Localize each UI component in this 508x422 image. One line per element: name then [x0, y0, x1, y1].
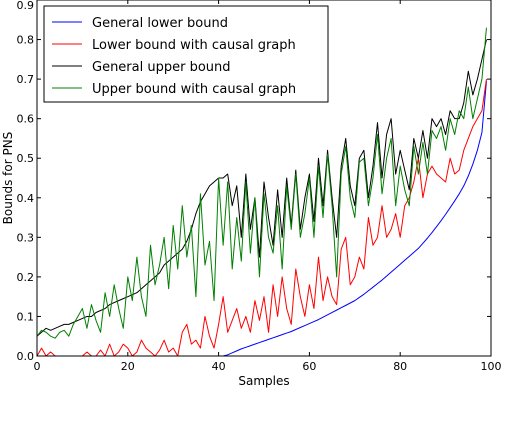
x-tick-label-3: 60 [302, 360, 316, 373]
plot-frame [36, 0, 492, 357]
legend-label-0: General lower bound [92, 16, 228, 31]
y-tick-label-8: 0.8 [17, 34, 35, 47]
y-tick-label-9: 0.9 [17, 0, 35, 12]
x-tick-label-5: 100 [481, 360, 502, 373]
y-tick-label-5: 0.5 [17, 152, 35, 165]
y-tick-label-3: 0.3 [17, 231, 35, 244]
x-axis-label: Samples [238, 374, 289, 388]
y-tick-label-2: 0.2 [17, 271, 35, 284]
legend-box [43, 5, 329, 103]
legend-label-1: Lower bound with causal graph [92, 38, 296, 53]
ticks-layer: 0 20 40 60 80 100 0.0 0.1 0.2 0.3 0.4 0.5 0.6 0.7 0.8 0… [17, 0, 502, 373]
x-tick-label-2: 40 [212, 360, 226, 373]
y-tick-label-4: 0.4 [17, 192, 35, 205]
y-tick-label-6: 0.6 [17, 113, 35, 126]
series-line-1 [36, 79, 487, 357]
y-tick-label-7: 0.7 [17, 73, 35, 86]
series-line-3 [36, 27, 487, 339]
y-tick-label-1: 0.1 [17, 310, 35, 323]
x-tick-label-4: 80 [393, 360, 407, 373]
legend-label-3: Upper bound with causal graph [92, 82, 296, 97]
y-tick-label-0: 0.0 [17, 350, 35, 363]
y-axis-label: Bounds for PNS [1, 132, 15, 225]
x-tick-label-0: 0 [34, 360, 41, 373]
legend: General lower bound Lower bound with caus… [43, 5, 329, 103]
legend-label-2: General upper bound [92, 60, 231, 75]
x-tick-label-1: 20 [121, 360, 135, 373]
